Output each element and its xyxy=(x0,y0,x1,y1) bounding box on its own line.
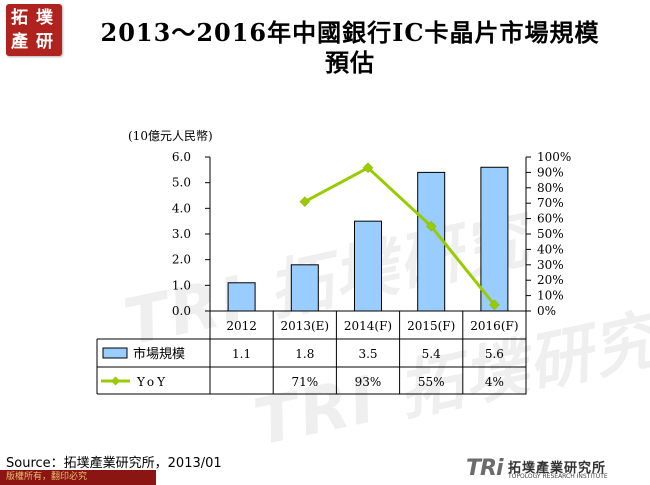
tri-logo-english: TOPOLOGY RESEARCH INSTITUTE xyxy=(508,473,608,480)
y-tick-label-right: 90% xyxy=(537,165,564,179)
line-yoy xyxy=(304,165,496,306)
y-tick-label-left: 2.0 xyxy=(172,253,191,267)
y-tick-label-right: 0% xyxy=(537,304,556,318)
logo-char: 墣 xyxy=(36,8,53,28)
copyright-notice: 版權所有，翻印必究 xyxy=(0,470,156,485)
point-yoy xyxy=(489,299,500,311)
data-label-yoy: 4% xyxy=(485,375,504,389)
y-tick-label-left: 0.0 xyxy=(172,304,191,318)
bar-market-size xyxy=(290,264,319,312)
bar-market-size xyxy=(417,171,446,312)
data-label-market-size: 5.4 xyxy=(422,347,441,361)
logo-char: 拓 xyxy=(11,8,28,28)
data-label-yoy: 93% xyxy=(355,375,382,389)
source-note: Source：拓墣產業研究所，2013/01 xyxy=(6,456,222,471)
y-tick-label-right: 40% xyxy=(537,242,564,256)
data-label-market-size: 1.1 xyxy=(232,347,251,361)
y-tick-label-right: 30% xyxy=(537,258,564,272)
bar-market-size xyxy=(480,166,509,312)
title-line-2: 預估 xyxy=(325,48,375,77)
bar-market-size xyxy=(227,282,256,312)
bar-market-size xyxy=(354,220,382,312)
data-label-market-size: 1.8 xyxy=(295,347,314,361)
data-label-yoy: 71% xyxy=(291,375,318,389)
x-tick-label: 2015(F) xyxy=(407,319,455,333)
legend-swatch-bar xyxy=(102,347,128,359)
x-tick-label: 2014(F) xyxy=(344,319,392,333)
point-yoy xyxy=(425,220,437,232)
y-tick-label-right: 60% xyxy=(537,212,564,226)
y-tick-label-right: 70% xyxy=(537,196,564,210)
legend-label: 市場規模 xyxy=(133,346,185,362)
x-tick-label: 2012 xyxy=(226,319,257,333)
title-line-1: 2013～2016年中國銀行IC卡晶片市場規模 xyxy=(100,18,600,47)
y-tick-label-left: 3.0 xyxy=(172,227,191,241)
x-tick-label: 2016(F) xyxy=(470,319,518,333)
tri-logo: TRi 拓墣產業研究所 TOPOLOGY RESEARCH INSTITUTE xyxy=(466,456,646,484)
y-tick-label-right: 50% xyxy=(537,227,564,241)
y-axis-title: (10億元人民幣) xyxy=(128,129,213,143)
brand-logo: 拓 墣 產 研 xyxy=(6,4,62,56)
data-label-market-size: 3.5 xyxy=(358,347,377,361)
y-tick-label-left: 6.0 xyxy=(172,150,191,164)
tri-logo-mark: TRi xyxy=(466,456,503,481)
y-tick-label-left: 4.0 xyxy=(172,201,191,215)
data-label-yoy: 55% xyxy=(418,375,445,389)
logo-char: 產 xyxy=(11,32,28,52)
point-yoy xyxy=(299,196,311,208)
data-label-market-size: 5.6 xyxy=(485,347,504,361)
y-tick-label-right: 10% xyxy=(537,289,564,303)
legend-label: YoY xyxy=(136,375,168,389)
logo-char: 研 xyxy=(36,32,53,52)
y-tick-label-right: 80% xyxy=(537,181,564,195)
y-tick-label-right: 20% xyxy=(537,273,564,287)
legend-swatch-marker xyxy=(111,376,120,386)
tri-logo-chinese: 拓墣產業研究所 xyxy=(508,461,607,476)
point-yoy xyxy=(362,162,374,174)
y-tick-label-right: 100% xyxy=(537,150,571,164)
y-tick-label-left: 1.0 xyxy=(172,278,191,292)
page-title: 2013～2016年中國銀行IC卡晶片市場規模 預估 xyxy=(70,18,630,78)
y-tick-label-left: 5.0 xyxy=(172,176,191,190)
x-tick-label: 2013(E) xyxy=(280,319,329,333)
